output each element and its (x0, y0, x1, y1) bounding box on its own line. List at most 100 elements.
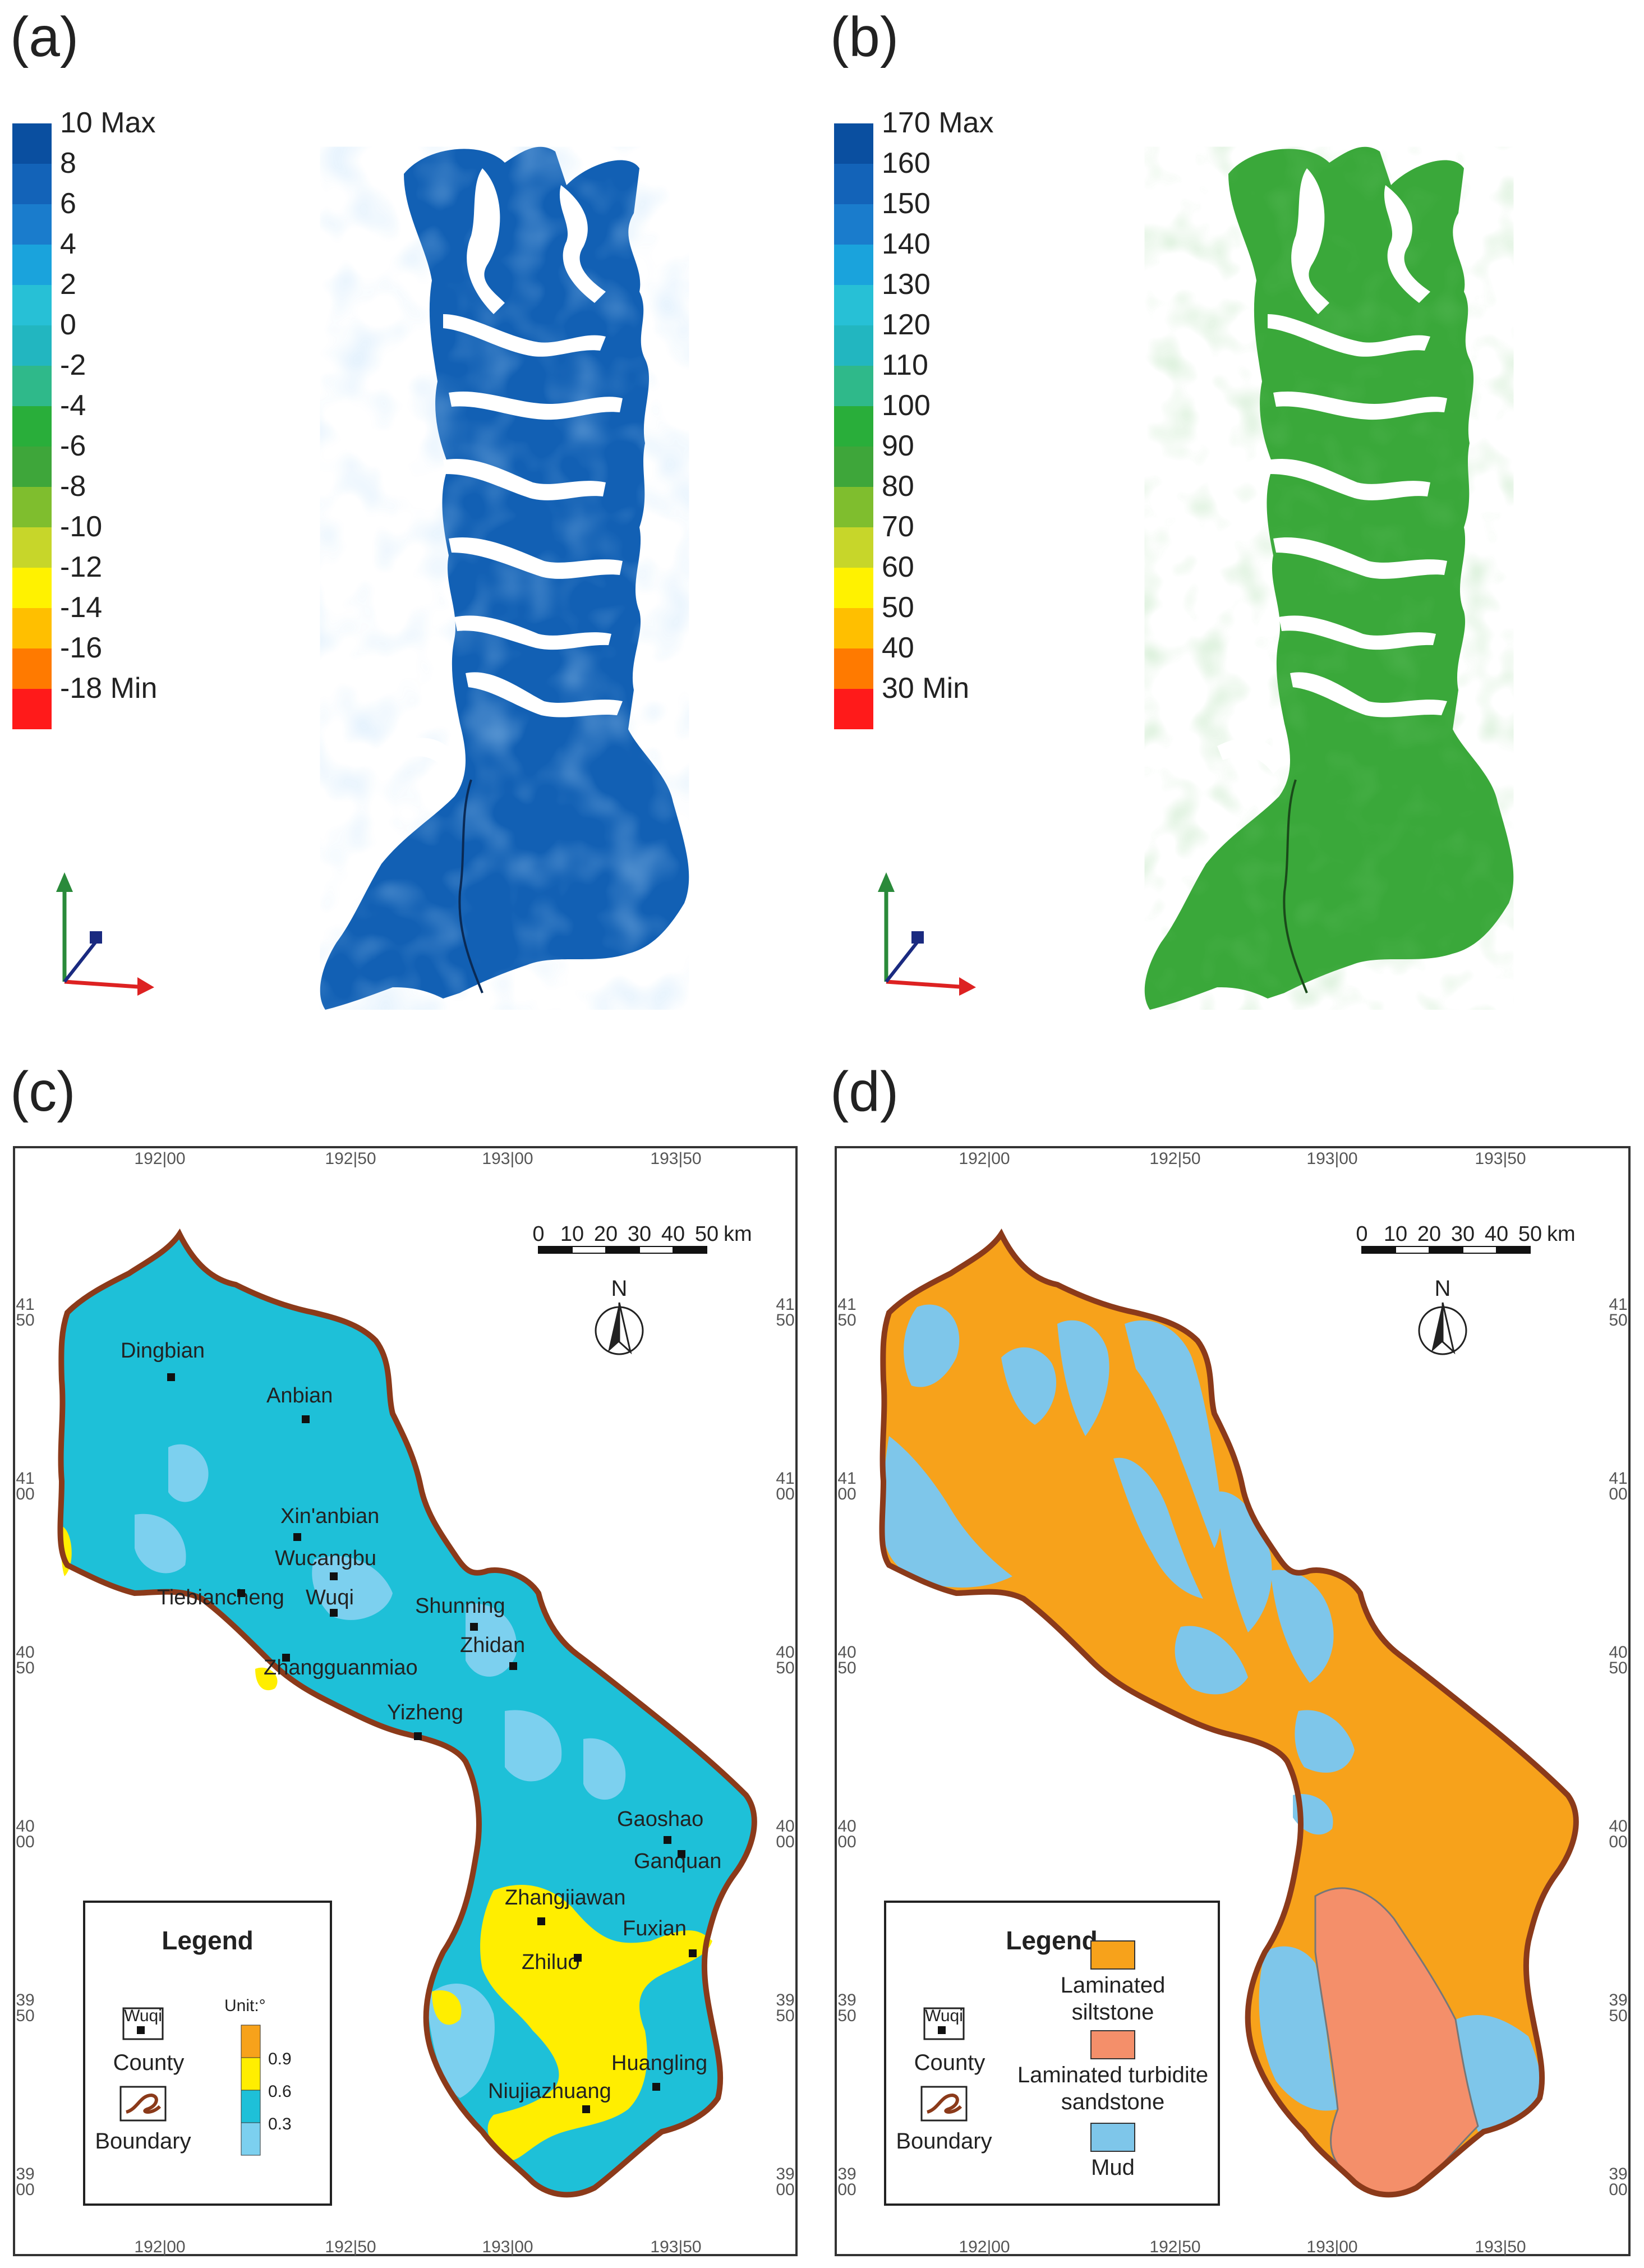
grid-labels-right-d: 41 50 41 00 40 50 40 00 39 50 39 00 (1609, 1295, 1627, 2199)
dip-scale-swatch (241, 2122, 261, 2156)
county-marker (509, 1662, 517, 1670)
colorbar-a-tick-label: -12 (60, 551, 102, 583)
scale-tick: 50 (1518, 1222, 1542, 1246)
city-label: Shunning (415, 1594, 505, 1618)
grid-label: 193|00 (482, 2238, 533, 2256)
city-label: Zhangjiawan (505, 1886, 625, 1910)
grid-label: 40 00 (16, 1817, 34, 1851)
colorbar-a-tick-label: -18 Min (60, 672, 157, 705)
grid-label: 193|50 (1475, 2238, 1526, 2256)
grid-labels-top-c: 192|00 192|50 193|00 193|50 (134, 1149, 701, 1168)
scale-tick: 20 (1417, 1222, 1441, 1246)
scale-tick: 10 (560, 1222, 584, 1246)
facies-label: siltstone (1072, 2000, 1154, 2025)
dip-scale-swatch (241, 2025, 261, 2058)
colorbar-b-swatch (834, 123, 873, 164)
facies-label: sandstone (1061, 2090, 1165, 2114)
grid-labels-bottom-c: 192|00 192|50 193|00 193|50 (134, 2238, 701, 2256)
scale-tick: 50 (695, 1222, 719, 1246)
colorbar-a-tick-label: 0 (60, 309, 76, 341)
colorbar-a-swatch (12, 366, 52, 406)
county-marker (414, 1732, 422, 1740)
colorbar-a-swatch (12, 164, 52, 204)
lithofacies-map-d (882, 1234, 1576, 2195)
model-texture-a (320, 146, 689, 1010)
grid-label: 41 50 (16, 1295, 34, 1329)
county-label-d: County (914, 2050, 986, 2075)
city-label: Huangling (611, 2051, 707, 2075)
scale-tick: 30 (628, 1222, 651, 1246)
county-marker (574, 1954, 582, 1962)
panel-a-label: (a) (10, 6, 79, 68)
facies-label: Mud (1091, 2155, 1135, 2180)
grid-label: 39 50 (837, 1991, 856, 2025)
colorbar-b-tick-label: 80 (882, 470, 914, 503)
panel-b: (b) 170 Max 160 150 140 130 120 110 100 90 80 70 60… (830, 6, 1514, 1010)
grid-label: 41 00 (776, 1469, 794, 1503)
facies-swatch (1090, 2123, 1135, 2152)
county-marker (664, 1836, 671, 1844)
colorbar-a-tick-label: 10 Max (60, 107, 156, 139)
grid-label: 193|50 (650, 2238, 701, 2256)
scale-unit: km (1547, 1222, 1576, 1246)
facies-label: Laminated turbidite (1017, 2063, 1208, 2087)
colorbar-a-swatch (12, 568, 52, 608)
county-marker (582, 2105, 590, 2113)
grid-label: 41 00 (1609, 1469, 1627, 1503)
panel-c: (c) 192|00 192|50 193|00 193|50 192|00 192|5… (10, 1060, 798, 2256)
colorbar-a-tick-label: 4 (60, 228, 76, 260)
colorbar-b-tick-label: 100 (882, 389, 931, 422)
facies-swatch (1090, 2030, 1135, 2059)
grid-label: 40 50 (776, 1643, 794, 1677)
dip-scale-c: 0.9 0.6 0.3 (241, 2025, 292, 2156)
colorbar-b-tick-label: 140 (882, 228, 931, 260)
colorbar-a-swatch (12, 447, 52, 487)
colorbar-b-swatch (834, 568, 873, 608)
colorbar-b-swatch (834, 245, 873, 285)
colorbar-b-tick-label: 30 Min (882, 672, 969, 705)
scale-unit: km (724, 1222, 752, 1246)
scale-bar-c: 0 10 20 30 40 50 km (532, 1222, 752, 1254)
colorbar-b-swatch (834, 204, 873, 245)
legend-box-d: Legend Wuqi County Boundary Laminatedsil… (884, 1901, 1220, 2206)
colorbar-b-tick-label: 160 (882, 147, 931, 180)
city-label: Dingbian (121, 1339, 205, 1363)
dip-scale-value: 0.6 (268, 2082, 292, 2101)
county-marker (302, 1415, 310, 1423)
grid-label: 193|50 (650, 1149, 701, 1168)
colorbar-b-tick-label: 120 (882, 309, 931, 341)
boundary-symbol-c (119, 2086, 167, 2122)
grid-label: 193|00 (1306, 1149, 1357, 1168)
colorbar-b-tick-label: 50 (882, 591, 914, 624)
city-label: Anbian (266, 1384, 333, 1407)
grid-label: 192|50 (325, 1149, 376, 1168)
grid-label: 192|50 (1149, 1149, 1200, 1168)
colorbar-b: 170 Max 160 150 140 130 120 110 100 90 80 70 60 50 40… (834, 107, 993, 729)
high-dip-patches (61, 1526, 712, 2161)
colorbar-a-tick-label: -14 (60, 591, 102, 624)
county-marker (167, 1373, 175, 1381)
city-label: Xin'anbian (280, 1505, 379, 1528)
unit-label-c: Unit:° (224, 1996, 266, 2015)
model-map-b (1144, 146, 1514, 1010)
boundary-label-c: Boundary (95, 2129, 191, 2154)
panel-d: (d) 192|00 192|50 193|00 193|50 192|00 192|5… (830, 1060, 1631, 2256)
colorbar-b-tick-label: 60 (882, 551, 914, 583)
colorbar-a-tick-label: -10 (60, 510, 102, 543)
grid-label: 39 50 (776, 1991, 794, 2025)
colorbar-a-swatch (12, 406, 52, 447)
north-label-c: N (611, 1276, 628, 1301)
grid-label: 39 50 (16, 1991, 34, 2025)
county-sample-c: Wuqi (124, 2007, 162, 2025)
colorbar-a-tick-label: 2 (60, 268, 76, 301)
grid-labels-top-d: 192|00 192|50 193|00 193|50 (959, 1149, 1526, 1168)
county-marker (330, 1572, 338, 1580)
city-label: Tiebiancheng (157, 1586, 284, 1609)
colorbar-a-tick-label: 6 (60, 187, 76, 220)
colorbar-b-tick-label: 170 Max (882, 107, 993, 139)
city-label: Fuxian (623, 1917, 687, 1940)
mud-regions (882, 1304, 1542, 2132)
scale-tick: 30 (1451, 1222, 1475, 1246)
city-label: Wucangbu (275, 1547, 376, 1570)
grid-label: 193|00 (482, 1149, 533, 1168)
